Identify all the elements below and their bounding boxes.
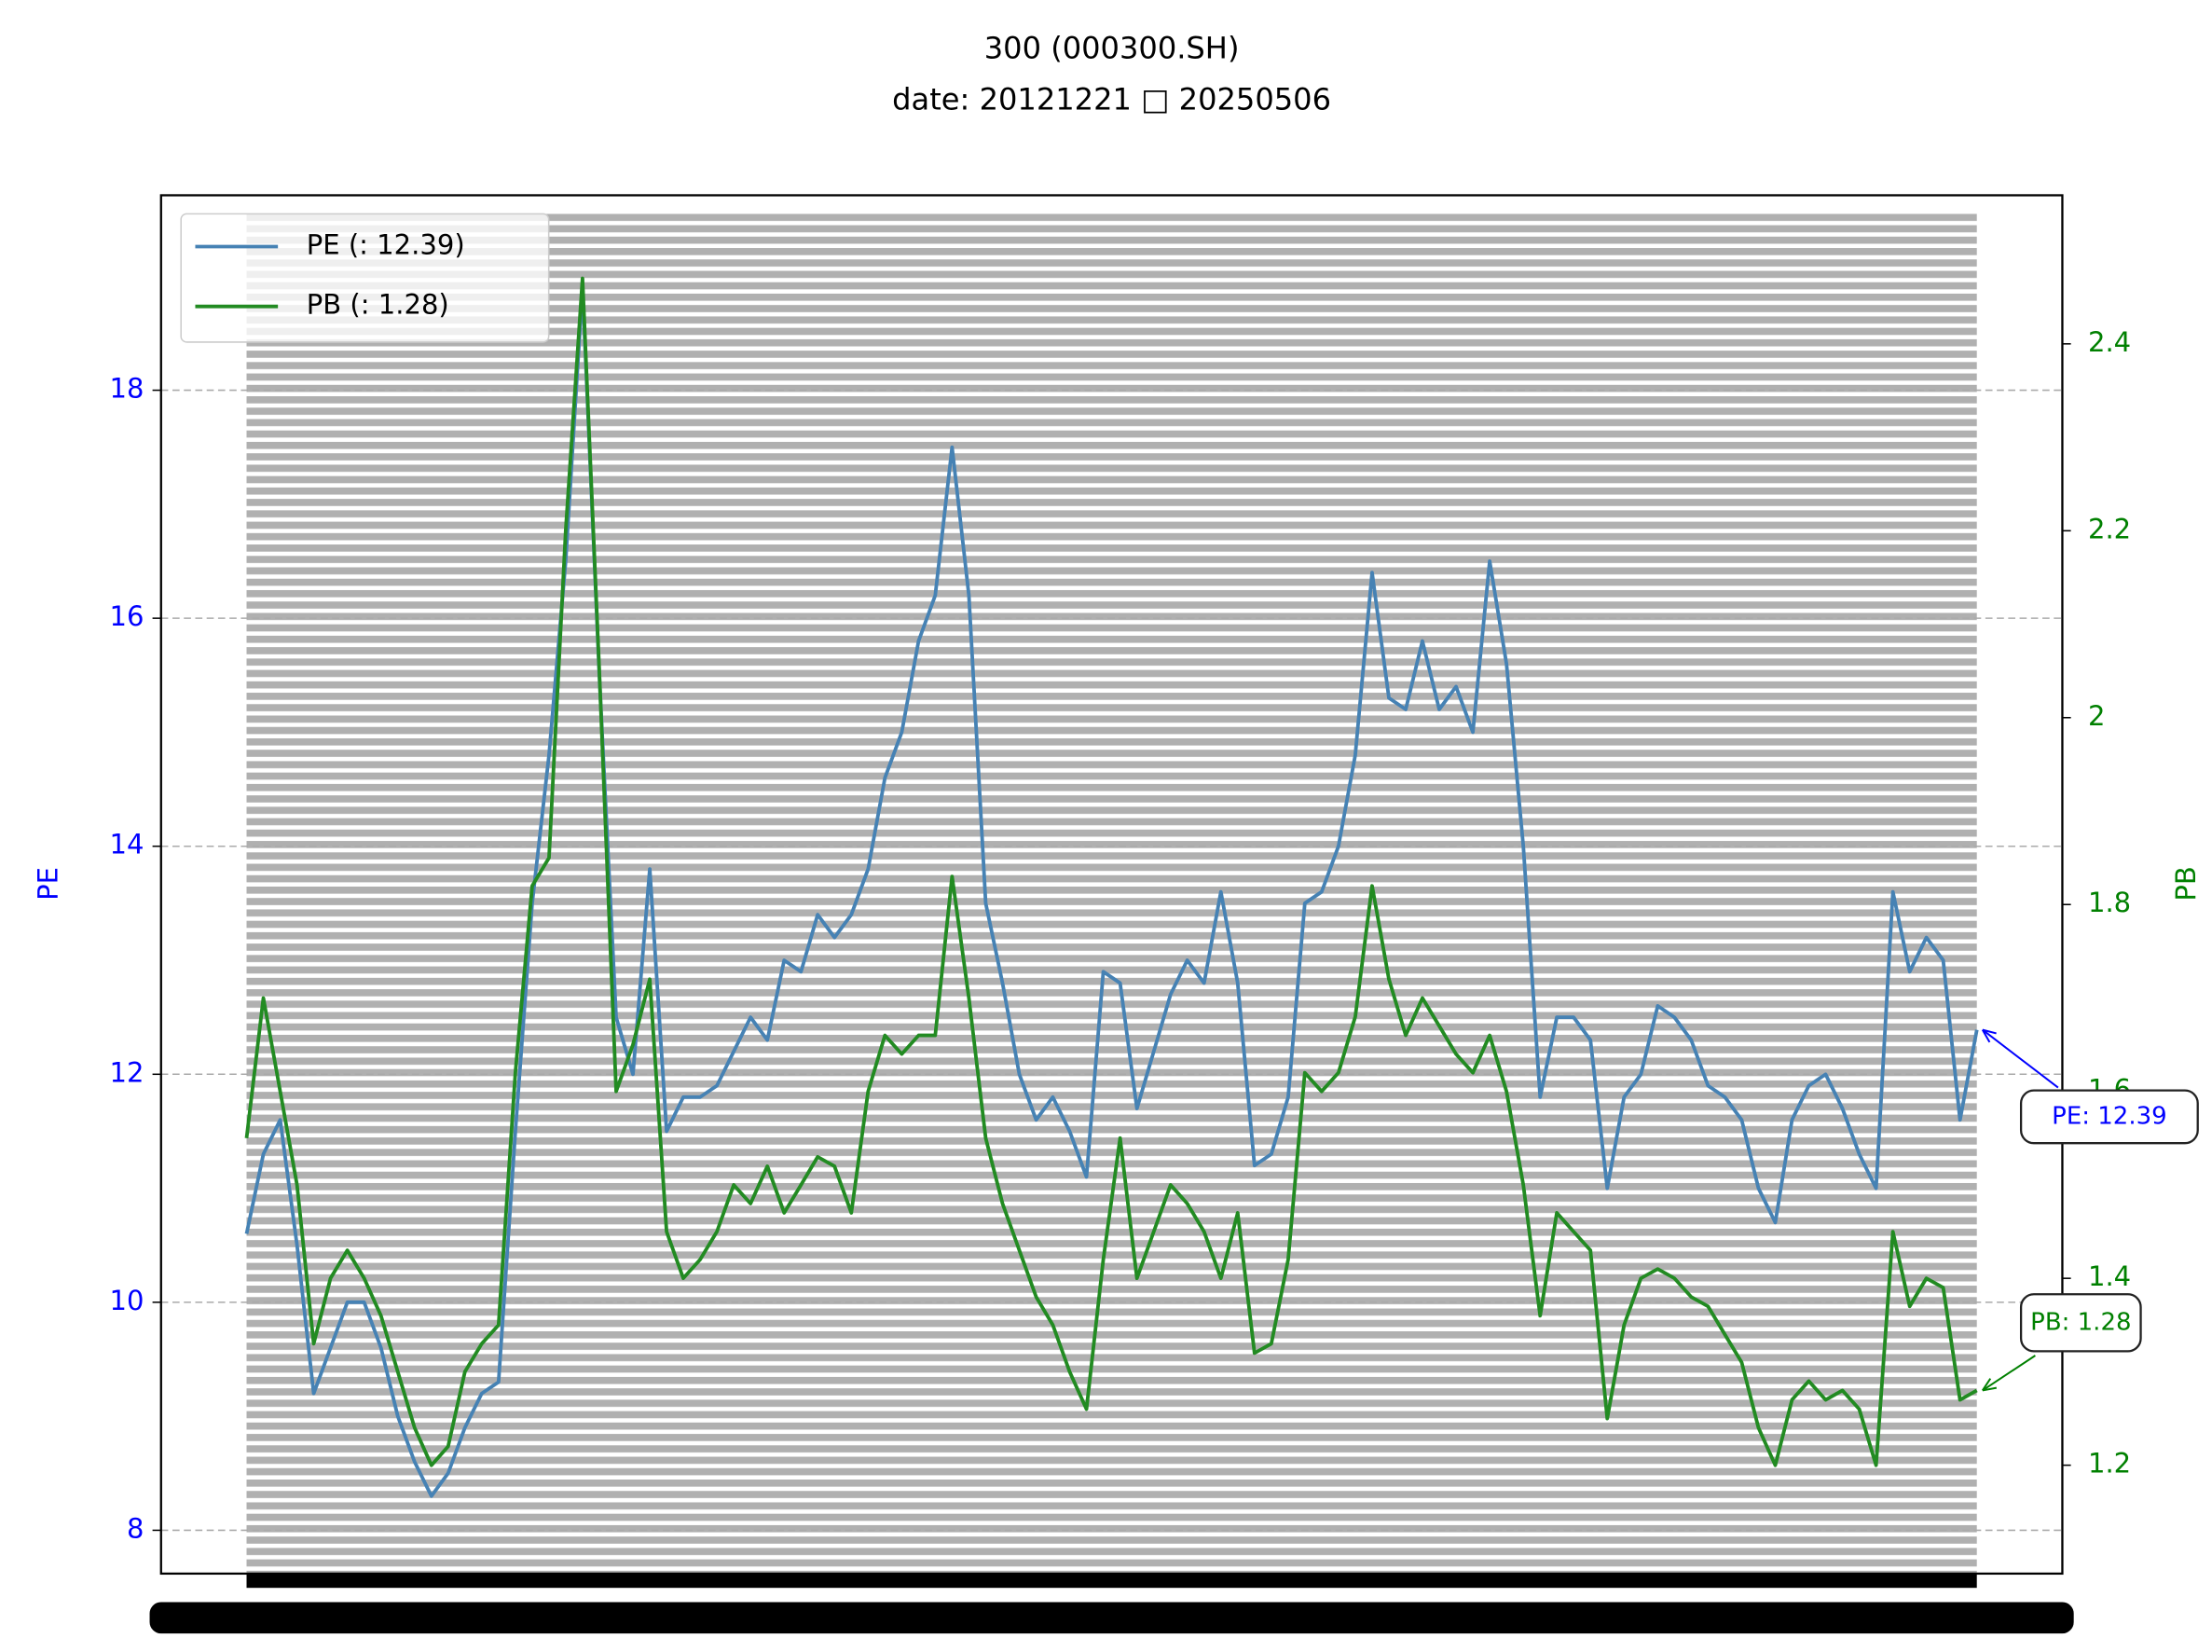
y-tick-label: 16 xyxy=(109,600,144,632)
y2-axis-label: PB xyxy=(2170,866,2202,901)
legend: PE (: 12.39) PB (: 1.28) xyxy=(180,213,550,343)
y-tick-label: 8 xyxy=(127,1512,144,1544)
annotation-arrowhead xyxy=(1982,1378,1998,1392)
y2-tick-label: 2 xyxy=(2088,700,2105,732)
annotation-box xyxy=(2019,1089,2199,1145)
y-tick-label: 12 xyxy=(109,1056,144,1088)
annotation-arrow xyxy=(1982,1028,2059,1089)
y-tick-label: 10 xyxy=(109,1285,144,1316)
plot-frame xyxy=(159,194,2064,1576)
y2-tick-label: 2.2 xyxy=(2088,513,2131,544)
y2-tick-label: 1.8 xyxy=(2088,887,2131,918)
legend-label: PE (: 12.39) xyxy=(307,229,465,261)
y-tick-label: 18 xyxy=(109,373,144,405)
x-tick-marks xyxy=(246,1573,1977,1589)
y2-tick-label: 1.2 xyxy=(2088,1448,2131,1480)
y-axis-label: PE xyxy=(33,867,64,901)
annotation-text: PE: 12.39 xyxy=(2052,1102,2167,1130)
annotation-arrow xyxy=(1982,1355,2036,1392)
y-tick-label: 14 xyxy=(109,829,144,860)
chart-title: 300 (000300.SH) xyxy=(984,31,1240,66)
legend-label: PB (: 1.28) xyxy=(307,289,449,321)
y2-tick-label: 2.4 xyxy=(2088,326,2131,358)
series-line xyxy=(244,276,1978,1467)
chart-subtitle: date: 20121221 □ 20250506 xyxy=(892,82,1331,117)
annotation-arrowhead xyxy=(1981,1028,1997,1043)
x-grid-artifact xyxy=(246,213,1977,1576)
annotation-box xyxy=(2019,1293,2142,1353)
x-tick-labels-overlap xyxy=(149,1602,2074,1634)
y2-tick-label: 1.4 xyxy=(2088,1260,2131,1292)
annotation-text: PB: 1.28 xyxy=(2030,1308,2131,1336)
